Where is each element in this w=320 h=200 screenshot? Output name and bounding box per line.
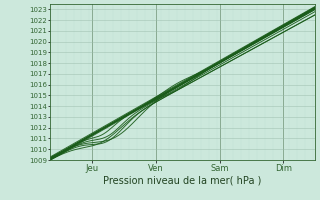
X-axis label: Pression niveau de la mer( hPa ): Pression niveau de la mer( hPa ) [103,176,261,186]
